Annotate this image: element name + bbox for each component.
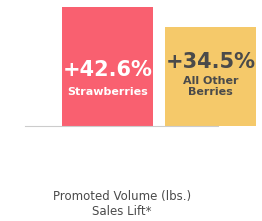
Text: Promoted Volume (lbs.)
Sales Lift*: Promoted Volume (lbs.) Sales Lift*	[53, 190, 191, 218]
FancyBboxPatch shape	[62, 7, 153, 126]
Text: Strawberries: Strawberries	[67, 88, 148, 97]
Text: +34.5%: +34.5%	[166, 52, 256, 72]
FancyBboxPatch shape	[165, 27, 256, 126]
Text: +42.6%: +42.6%	[62, 60, 152, 80]
Text: All Other
Berries: All Other Berries	[183, 76, 238, 97]
